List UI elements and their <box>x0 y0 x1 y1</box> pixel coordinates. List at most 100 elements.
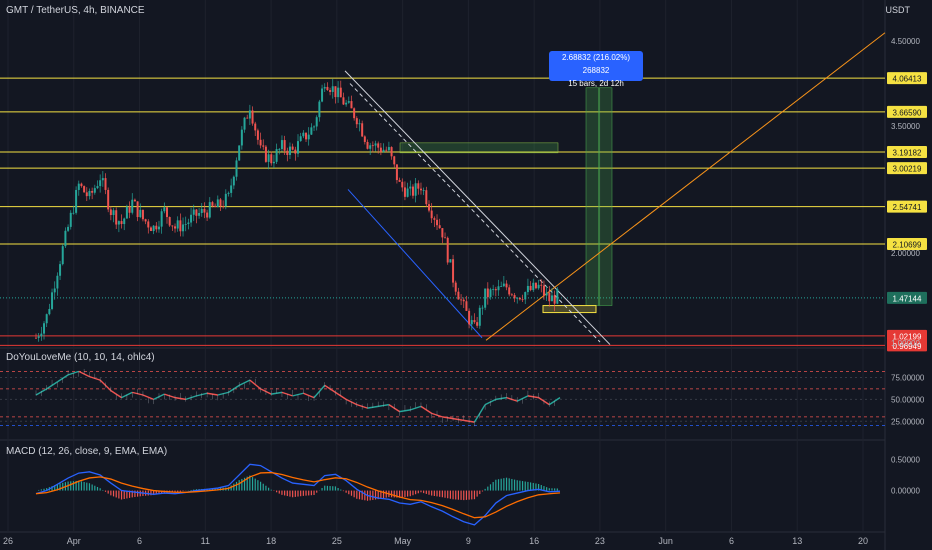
candle-body <box>406 188 409 197</box>
candle-body <box>433 218 436 220</box>
price-tick-label: 2.00000 <box>891 249 920 258</box>
candle-body <box>446 237 449 263</box>
candle-body <box>157 226 160 230</box>
axis-unit-label: USDT <box>885 5 911 15</box>
level-tag <box>887 237 927 250</box>
candle-body <box>144 219 147 222</box>
candle-body <box>468 310 471 325</box>
candle-body <box>184 224 187 225</box>
measure-line-1: 2.68832 (216.02%) 268832 <box>561 53 631 75</box>
candle-body <box>377 143 380 148</box>
candle-body <box>505 283 508 288</box>
candle-body <box>532 282 535 291</box>
candle-body <box>187 222 190 225</box>
time-tick-label: 23 <box>595 536 605 546</box>
time-tick-label: 6 <box>137 536 142 546</box>
candle-body <box>243 117 246 130</box>
osc-segment <box>110 390 122 399</box>
time-tick-label: 9 <box>466 536 471 546</box>
time-tick-label: Apr <box>67 536 81 546</box>
candle-body <box>200 208 203 213</box>
candle-body <box>422 190 425 192</box>
candle-body <box>40 333 43 337</box>
candle-body <box>166 207 168 218</box>
candle-body <box>272 161 275 164</box>
candle-body <box>216 199 219 208</box>
candle-body <box>478 307 481 326</box>
level-tag <box>887 162 927 175</box>
osc-segment <box>313 384 326 399</box>
candle-body <box>369 145 372 149</box>
candle-body <box>222 205 225 207</box>
osc-segment <box>46 381 58 390</box>
candle-body <box>361 123 364 137</box>
osc-segment <box>206 392 218 396</box>
time-tick-label: 20 <box>858 536 868 546</box>
candle-body <box>283 140 286 151</box>
candle-body <box>529 285 532 291</box>
level-label: 4.06413 <box>893 75 922 84</box>
candle-body <box>259 139 262 146</box>
support-label: 1.02199 <box>893 332 922 341</box>
candle-body <box>366 141 369 149</box>
candle-body <box>123 218 126 225</box>
support-tag <box>887 339 927 352</box>
time-tick-label: 26 <box>3 536 13 546</box>
candle-body <box>462 299 465 302</box>
candle-body <box>393 156 396 165</box>
candle-body <box>518 297 521 300</box>
candle-body <box>171 225 174 227</box>
drawings <box>344 32 886 345</box>
candle-body <box>107 189 110 210</box>
candle-body <box>302 132 305 137</box>
candle-body <box>208 202 211 218</box>
time-tick-label: Jun <box>658 536 673 546</box>
time-tick-label: May <box>394 536 412 546</box>
candle-body <box>401 181 404 188</box>
candle-body <box>45 314 48 324</box>
candle-body <box>270 154 273 164</box>
measure-line-2: 15 bars, 2d 12h <box>568 79 624 88</box>
candle-body <box>347 101 350 103</box>
candle-body <box>355 118 358 125</box>
candle-body <box>85 192 88 197</box>
candle-body <box>248 110 251 119</box>
candle-body <box>227 192 230 194</box>
osc-segment <box>174 396 186 401</box>
level-label: 3.66590 <box>893 108 922 117</box>
candle-body <box>286 150 289 155</box>
macd-tick-label: 0.00000 <box>891 487 920 496</box>
candle-body <box>160 211 163 227</box>
candle-body <box>516 297 519 299</box>
candle-body <box>72 212 75 214</box>
candle-body <box>230 185 233 193</box>
candle-body <box>403 187 406 197</box>
supply-zone <box>399 142 559 154</box>
candle-body <box>411 186 414 196</box>
candle-body <box>294 149 297 154</box>
candle-body <box>550 295 553 302</box>
osc-tick-label: 75.00000 <box>891 374 925 383</box>
candle-body <box>350 101 353 109</box>
osc-segment <box>303 392 315 399</box>
candle-body <box>77 183 80 190</box>
candle-body <box>497 286 500 291</box>
candle-body <box>203 208 206 213</box>
candle-body <box>112 210 115 216</box>
candle-body <box>240 129 243 146</box>
candle-body <box>43 323 46 334</box>
candle-body <box>492 289 495 290</box>
price-axis: 4.06413 3.66590 3.19182 3.00219 2.54741 2.106… <box>887 37 927 496</box>
signal-line <box>35 471 561 519</box>
candle-body <box>224 193 227 207</box>
time-tick-label: 25 <box>332 536 342 546</box>
candle-body <box>88 191 91 197</box>
candle-body <box>214 205 217 208</box>
oscillator-label: DoYouLoveMe (10, 10, 14, ohlc4) <box>6 352 155 363</box>
candle-body <box>264 146 267 162</box>
level-tag <box>887 72 927 85</box>
candle-body <box>556 289 559 304</box>
current-price-label: 1.47144 <box>893 294 922 303</box>
candle-body <box>315 117 318 127</box>
